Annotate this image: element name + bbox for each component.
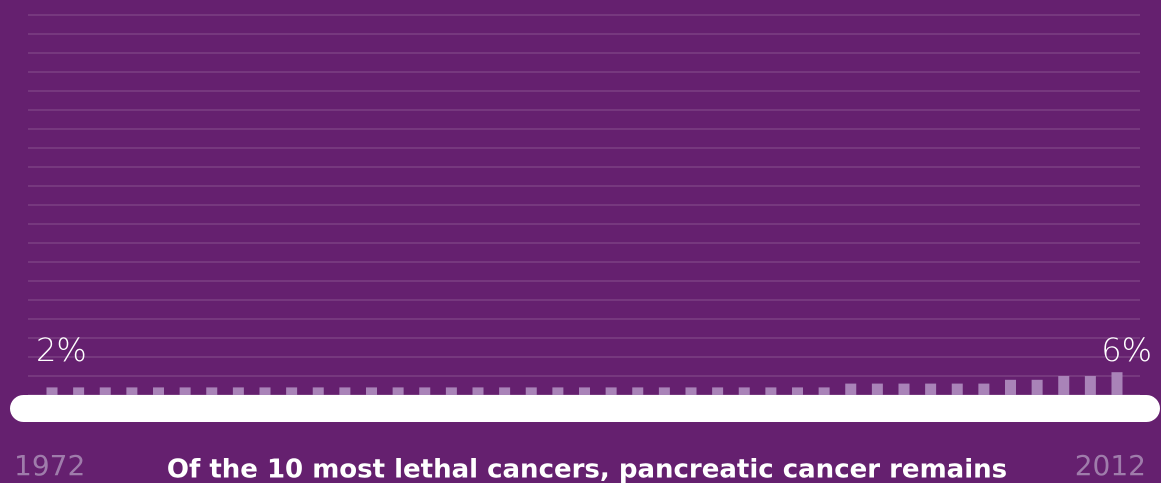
x-tick-label: 2012 [1075,449,1146,482]
bar [259,387,271,395]
bar [312,387,324,395]
baseline-bar [10,395,1160,422]
bar [73,387,85,395]
bar [472,387,484,395]
bar [552,387,564,395]
bar [738,387,750,395]
bar [605,387,617,395]
bar [579,387,590,395]
bar [339,387,351,395]
bar [925,383,937,395]
value-label: 6% [1101,331,1152,369]
bar [1005,379,1016,395]
bar [419,387,431,395]
bar [1058,376,1070,395]
bar [845,383,857,395]
bar [685,387,697,395]
bar [898,383,910,395]
bar [818,387,830,395]
x-tick-label: 1972 [14,449,85,482]
bar [445,387,457,395]
bar [1031,379,1043,395]
bars [46,372,1123,395]
bar [286,387,298,395]
bar [46,387,58,395]
bar [792,387,803,395]
bar [712,387,724,395]
bar [179,387,191,395]
bar [951,383,963,395]
bar [126,387,138,395]
value-label: 2% [36,331,87,369]
caption: Of the 10 most lethal cancers, pancreati… [167,455,1007,483]
bar [499,387,511,395]
grid [28,14,1140,396]
bar [366,387,377,395]
bar [978,383,990,395]
bar [206,387,218,395]
bar [658,387,670,395]
bar [525,387,537,395]
bar [392,387,404,395]
bar [632,387,644,395]
bar [99,387,111,395]
bar [153,387,164,395]
bar [232,387,244,395]
bar [765,387,777,395]
bar [871,383,883,395]
bar [1084,376,1096,395]
bar [1111,372,1123,395]
